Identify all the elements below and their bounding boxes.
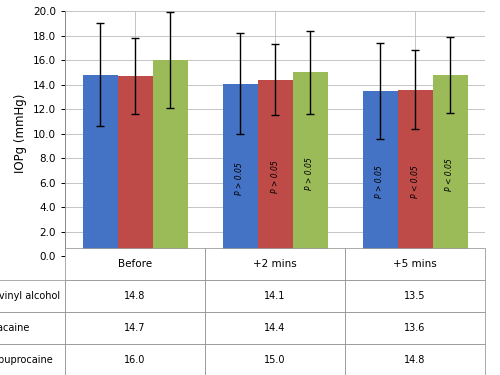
Bar [432,75,468,256]
Bar [82,75,118,256]
Text: P > 0.05: P > 0.05 [270,160,280,193]
Text: P < 0.05: P < 0.05 [446,158,454,191]
Bar [398,90,432,256]
Bar [118,76,152,256]
Y-axis label: IOPg (mmHg): IOPg (mmHg) [14,94,28,173]
Bar [292,72,328,256]
Bar [152,60,188,256]
Bar [362,91,398,256]
Text: P > 0.05: P > 0.05 [236,162,244,195]
Text: P > 0.05: P > 0.05 [306,157,314,190]
Bar [222,84,258,256]
Bar [258,80,292,256]
Text: P > 0.05: P > 0.05 [376,165,384,198]
Text: P < 0.05: P < 0.05 [410,165,420,198]
